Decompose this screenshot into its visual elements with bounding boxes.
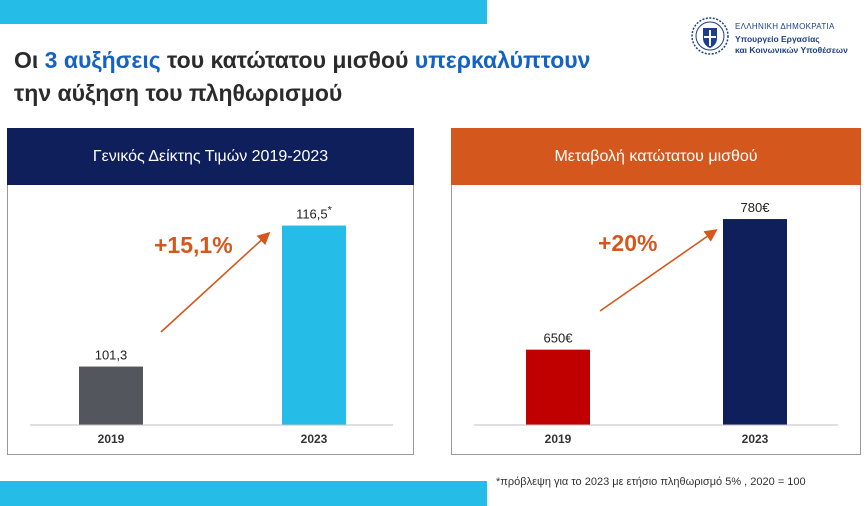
x-tick-label-2019: 2019 (545, 432, 572, 446)
logo-line-2: Υπουργείο Εργασίας (735, 34, 820, 44)
chart-title: Γενικός Δείκτης Τιμών 2019-2023 (7, 128, 414, 185)
logo-line-1: ΕΛΛΗΝΙΚΗ ΔΗΜΟΚΡΑΤΙΑ (735, 22, 835, 31)
minimum-wage-chart-panel: Μεταβολή κατώτατου μισθού 650€ 2019 780€ 20… (451, 128, 861, 455)
growth-annotation: +20% (598, 230, 657, 256)
x-tick-label-2023: 2023 (742, 432, 769, 446)
bottom-accent-bar (0, 481, 487, 506)
data-label-2019: 101,3 (95, 348, 128, 363)
data-label-2023: 780€ (741, 200, 771, 215)
logo-line-3: και Κοινωνικών Υποθέσεων (735, 45, 848, 55)
price-index-chart-panel: Γενικός Δείκτης Τιμών 2019-2023 101,3 201… (7, 128, 414, 455)
growth-arrow (599, 229, 718, 312)
title-part1: Οι (14, 47, 45, 73)
title-part2: του κατώτατου μισθού (160, 47, 415, 73)
footnote: *πρόβλεψη για το 2023 με ετήσιο πληθωρισ… (496, 476, 806, 488)
price-index-chart: 101,3 2019 116,5* 2023 +15,1% (30, 205, 393, 446)
bar-2019 (79, 366, 143, 425)
title-line-2: την αύξηση του πληθωρισμού (14, 80, 343, 106)
data-label-2019: 650€ (544, 331, 574, 346)
bar-2019 (526, 349, 590, 425)
growth-arrow (160, 231, 271, 333)
top-accent-bar (0, 0, 487, 24)
x-tick-label-2023: 2023 (301, 432, 328, 446)
greek-emblem-icon (691, 17, 729, 55)
ministry-logo: ΕΛΛΗΝΙΚΗ ΔΗΜΟΚΡΑΤΙΑ Υπουργείο Εργασίας κ… (690, 16, 860, 62)
page-title: Οι 3 αυξήσεις του κατώτατου μισθού υπερκ… (14, 44, 674, 110)
minimum-wage-chart: 650€ 2019 780€ 2023 +20% (474, 200, 838, 446)
x-tick-label-2019: 2019 (98, 432, 125, 446)
data-label-2023: 116,5* (296, 205, 333, 222)
chart-title: Μεταβολή κατώτατου μισθού (451, 128, 861, 185)
growth-annotation: +15,1% (154, 232, 233, 258)
title-highlight-2: υπερκαλύπτουν (414, 47, 591, 73)
bar-2023 (282, 225, 346, 425)
bar-2023 (723, 219, 787, 425)
title-highlight-1: 3 αυξήσεις (44, 47, 161, 73)
